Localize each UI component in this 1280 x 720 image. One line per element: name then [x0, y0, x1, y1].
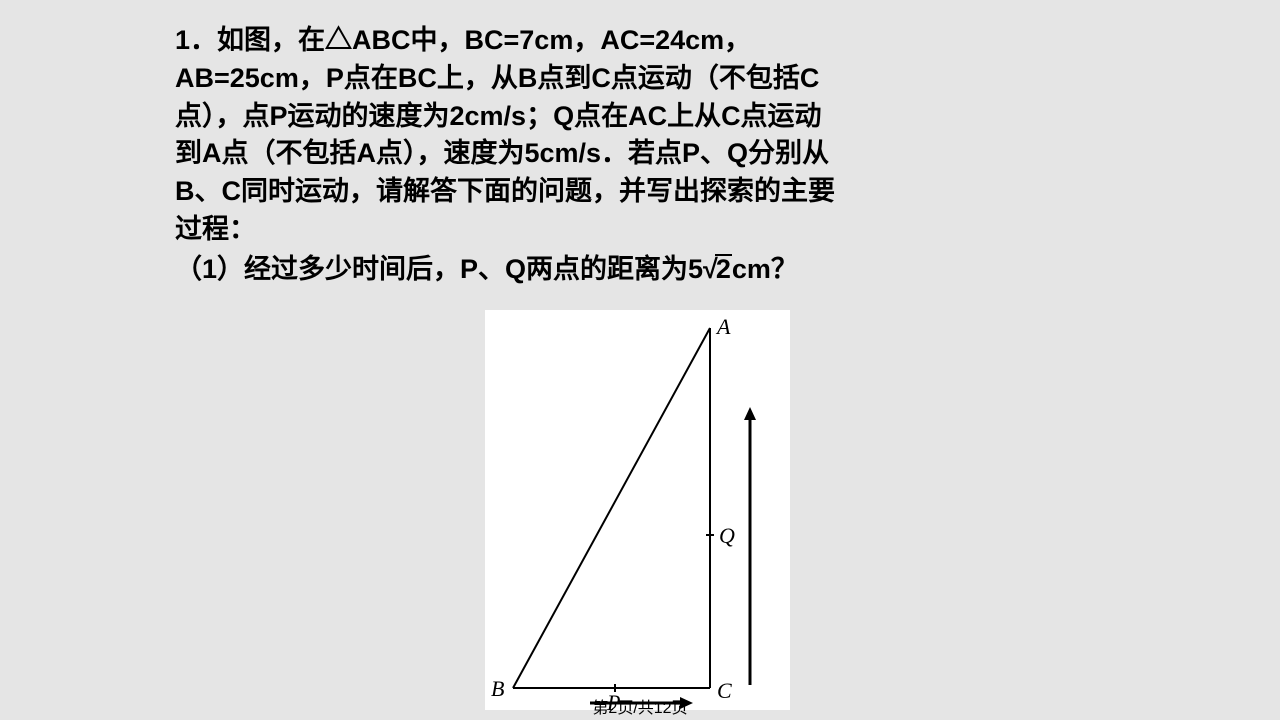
problem-line3: 点），点P运动的速度为2cm/s；Q点在AC上从C点运动	[175, 101, 822, 131]
subq-prefix: （1）经过多少时间后，P、Q两点的距离为5	[175, 254, 703, 284]
sub-question-1: （1）经过多少时间后，P、Q两点的距离为5√2cm？	[175, 251, 1115, 289]
problem-line6: 过程：	[175, 214, 256, 244]
page-number: 第2页/共12页	[592, 694, 687, 718]
arrow-Q-head	[744, 407, 756, 420]
problem-line5: B、C同时运动，请解答下面的问题，并写出探索的主要	[175, 176, 835, 206]
sqrt-argument: 2	[715, 254, 732, 283]
problem-line2: AB=25cm，P点在BC上，从B点到C点运动（不包括C	[175, 63, 819, 93]
problem-number: 1．	[175, 25, 217, 55]
label-Q: Q	[719, 523, 735, 548]
label-C: C	[717, 678, 732, 703]
problem-line4: 到A点（不包括A点），速度为5cm/s．若点P、Q分别从	[175, 138, 829, 168]
problem-content: 1．如图，在△ABC中，BC=7cm，AC=24cm， AB=25cm，P点在B…	[175, 22, 1115, 289]
label-B: B	[491, 676, 504, 701]
label-A: A	[715, 314, 731, 339]
triangle-svg: A B C P Q	[485, 310, 790, 710]
subq-suffix: cm？	[732, 254, 798, 284]
problem-statement: 1．如图，在△ABC中，BC=7cm，AC=24cm， AB=25cm，P点在B…	[175, 22, 1115, 249]
triangle-figure: A B C P Q	[485, 310, 790, 710]
sqrt-expression: √2	[703, 251, 732, 289]
problem-line1: 如图，在△ABC中，BC=7cm，AC=24cm，	[217, 25, 751, 55]
line-AB	[513, 328, 710, 688]
